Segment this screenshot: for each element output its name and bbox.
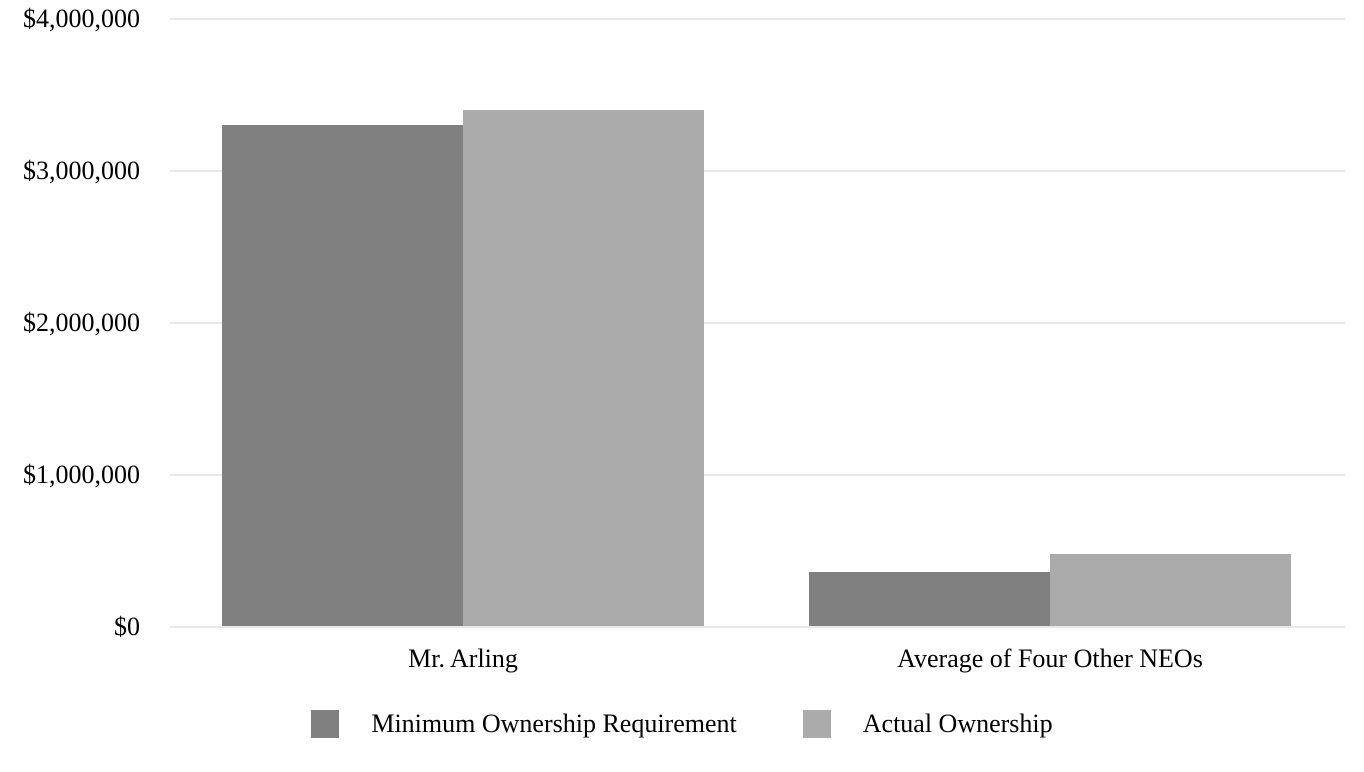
gridline-3-000-000 [170, 170, 1345, 172]
plot-area [170, 19, 1345, 627]
legend: Minimum Ownership Requirement Actual Owne… [0, 707, 1364, 741]
category-label-mr-arling: Mr. Arling [408, 644, 518, 673]
bar-minimum-ownership-requirement-average-of-four-other-neos [809, 572, 1050, 627]
gridline-1-000-000 [170, 474, 1345, 476]
gridline-2-000-000 [170, 322, 1345, 324]
y-tick-label: $3,000,000 [23, 156, 140, 185]
legend-swatch-actual-ownership [802, 710, 831, 738]
bar-actual-ownership-average-of-four-other-neos [1050, 554, 1291, 627]
legend-item-minimum-ownership-requirement: Minimum Ownership Requirement [311, 707, 737, 741]
gridline-4-000-000 [170, 18, 1345, 20]
legend-swatch-minimum-ownership-requirement [311, 710, 340, 738]
bar-actual-ownership-mr-arling [463, 110, 704, 627]
legend-label: Actual Ownership [862, 709, 1053, 738]
y-tick-label: $4,000,000 [23, 4, 140, 33]
y-tick-label: $2,000,000 [23, 308, 140, 337]
category-label-average-of-four-other-neos: Average of Four Other NEOs [897, 644, 1203, 673]
bar-minimum-ownership-requirement-mr-arling [222, 125, 463, 627]
legend-label: Minimum Ownership Requirement [371, 709, 737, 738]
legend-item-actual-ownership: Actual Ownership [802, 707, 1053, 741]
y-tick-label: $1,000,000 [23, 460, 140, 489]
gridline-0 [170, 626, 1345, 628]
y-tick-label: $0 [114, 612, 140, 641]
